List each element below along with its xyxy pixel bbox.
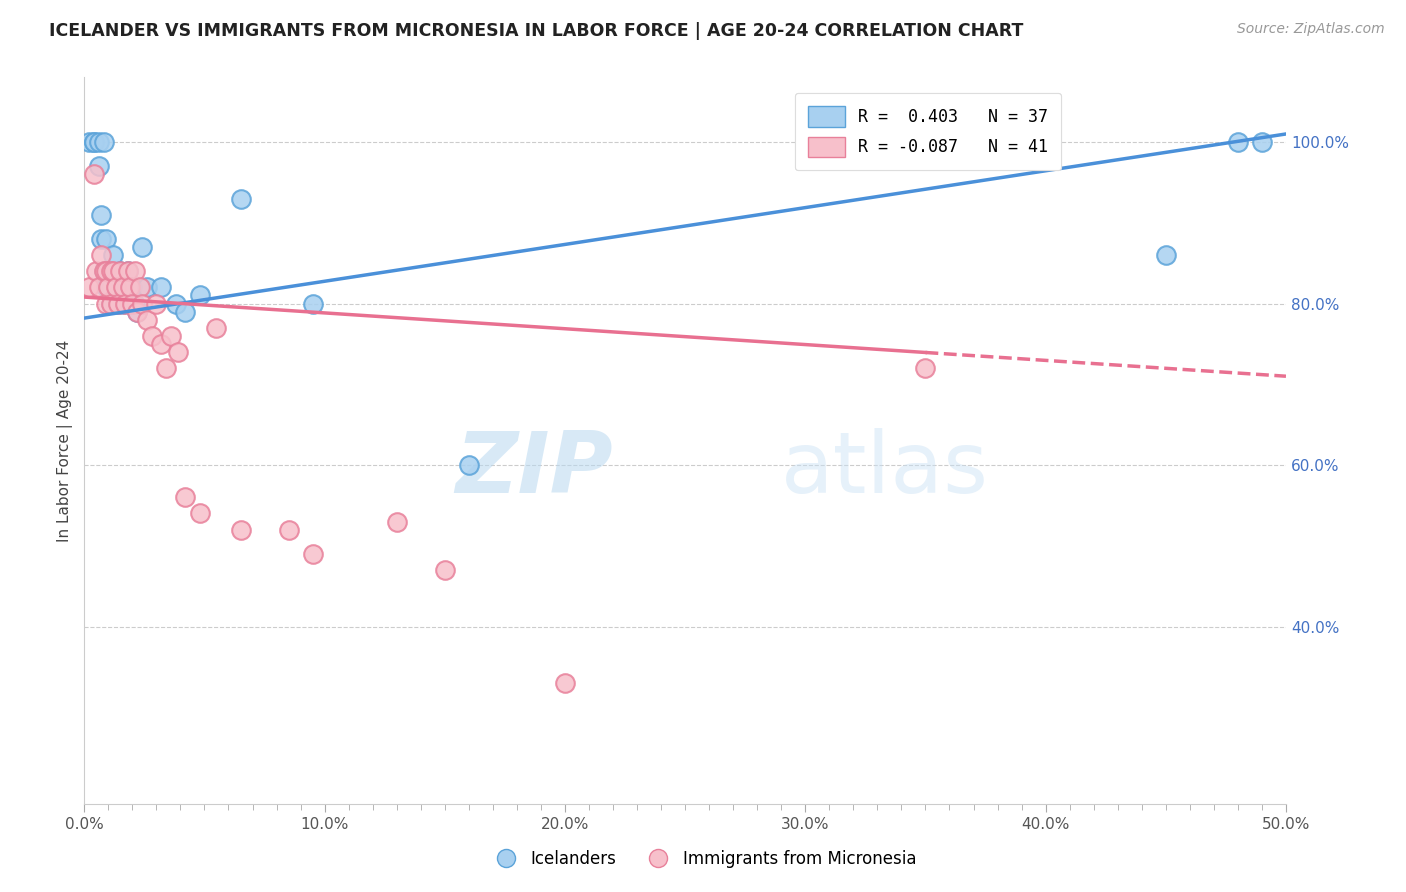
Point <box>277 523 299 537</box>
Point <box>107 296 129 310</box>
Point <box>1154 248 1177 262</box>
Point <box>229 523 252 537</box>
Point <box>77 135 100 149</box>
Point <box>100 296 122 310</box>
Point <box>83 135 105 149</box>
Point <box>1226 135 1249 149</box>
Point <box>101 264 124 278</box>
Point <box>93 264 115 278</box>
Point <box>205 320 228 334</box>
Point <box>165 296 187 310</box>
Point <box>110 264 132 278</box>
Point <box>914 135 936 149</box>
Point <box>111 280 134 294</box>
Point <box>97 264 120 278</box>
Point <box>554 676 576 690</box>
Point <box>150 337 173 351</box>
Point <box>110 264 132 278</box>
Point <box>188 507 211 521</box>
Point <box>159 329 181 343</box>
Point <box>121 296 143 310</box>
Point <box>100 280 122 294</box>
Point <box>87 280 110 294</box>
Point <box>1251 135 1274 149</box>
Point <box>94 264 117 278</box>
Legend: R =  0.403   N = 37, R = -0.087   N = 41: R = 0.403 N = 37, R = -0.087 N = 41 <box>794 93 1062 170</box>
Point <box>124 296 146 310</box>
Point <box>117 264 139 278</box>
Point <box>127 304 149 318</box>
Point <box>83 167 105 181</box>
Point <box>167 345 190 359</box>
Point <box>100 264 122 278</box>
Point <box>90 248 112 262</box>
Point <box>94 296 117 310</box>
Point <box>87 135 110 149</box>
Point <box>127 304 149 318</box>
Y-axis label: In Labor Force | Age 20-24: In Labor Force | Age 20-24 <box>58 340 73 542</box>
Point <box>104 280 127 294</box>
Point <box>117 264 139 278</box>
Point <box>84 264 107 278</box>
Point <box>188 288 211 302</box>
Point <box>100 296 122 310</box>
Point <box>77 280 100 294</box>
Text: ZIP: ZIP <box>456 428 613 511</box>
Point <box>83 135 105 149</box>
Point <box>111 296 134 310</box>
Text: Source: ZipAtlas.com: Source: ZipAtlas.com <box>1237 22 1385 37</box>
Point <box>131 296 153 310</box>
Point <box>174 304 197 318</box>
Point <box>90 232 112 246</box>
Point <box>433 563 456 577</box>
Point <box>93 135 115 149</box>
Point <box>97 280 120 294</box>
Point <box>118 280 141 294</box>
Point <box>150 280 173 294</box>
Point <box>107 296 129 310</box>
Point <box>135 312 157 326</box>
Point <box>94 232 117 246</box>
Point <box>87 159 110 173</box>
Point <box>114 296 136 310</box>
Point <box>118 296 141 310</box>
Point <box>141 329 163 343</box>
Point <box>457 458 479 472</box>
Legend: Icelanders, Immigrants from Micronesia: Icelanders, Immigrants from Micronesia <box>482 844 924 875</box>
Point <box>104 280 127 294</box>
Point <box>131 240 153 254</box>
Point <box>174 491 197 505</box>
Point <box>124 264 146 278</box>
Point <box>301 547 323 561</box>
Text: ICELANDER VS IMMIGRANTS FROM MICRONESIA IN LABOR FORCE | AGE 20-24 CORRELATION C: ICELANDER VS IMMIGRANTS FROM MICRONESIA … <box>49 22 1024 40</box>
Point <box>229 192 252 206</box>
Point <box>914 361 936 376</box>
Point <box>155 361 177 376</box>
Point <box>135 280 157 294</box>
Point <box>128 280 150 294</box>
Point <box>385 515 408 529</box>
Point <box>90 208 112 222</box>
Point <box>101 248 124 262</box>
Text: atlas: atlas <box>782 428 990 511</box>
Point <box>301 296 323 310</box>
Point <box>94 280 117 294</box>
Point <box>121 280 143 294</box>
Point <box>93 264 115 278</box>
Point <box>145 296 167 310</box>
